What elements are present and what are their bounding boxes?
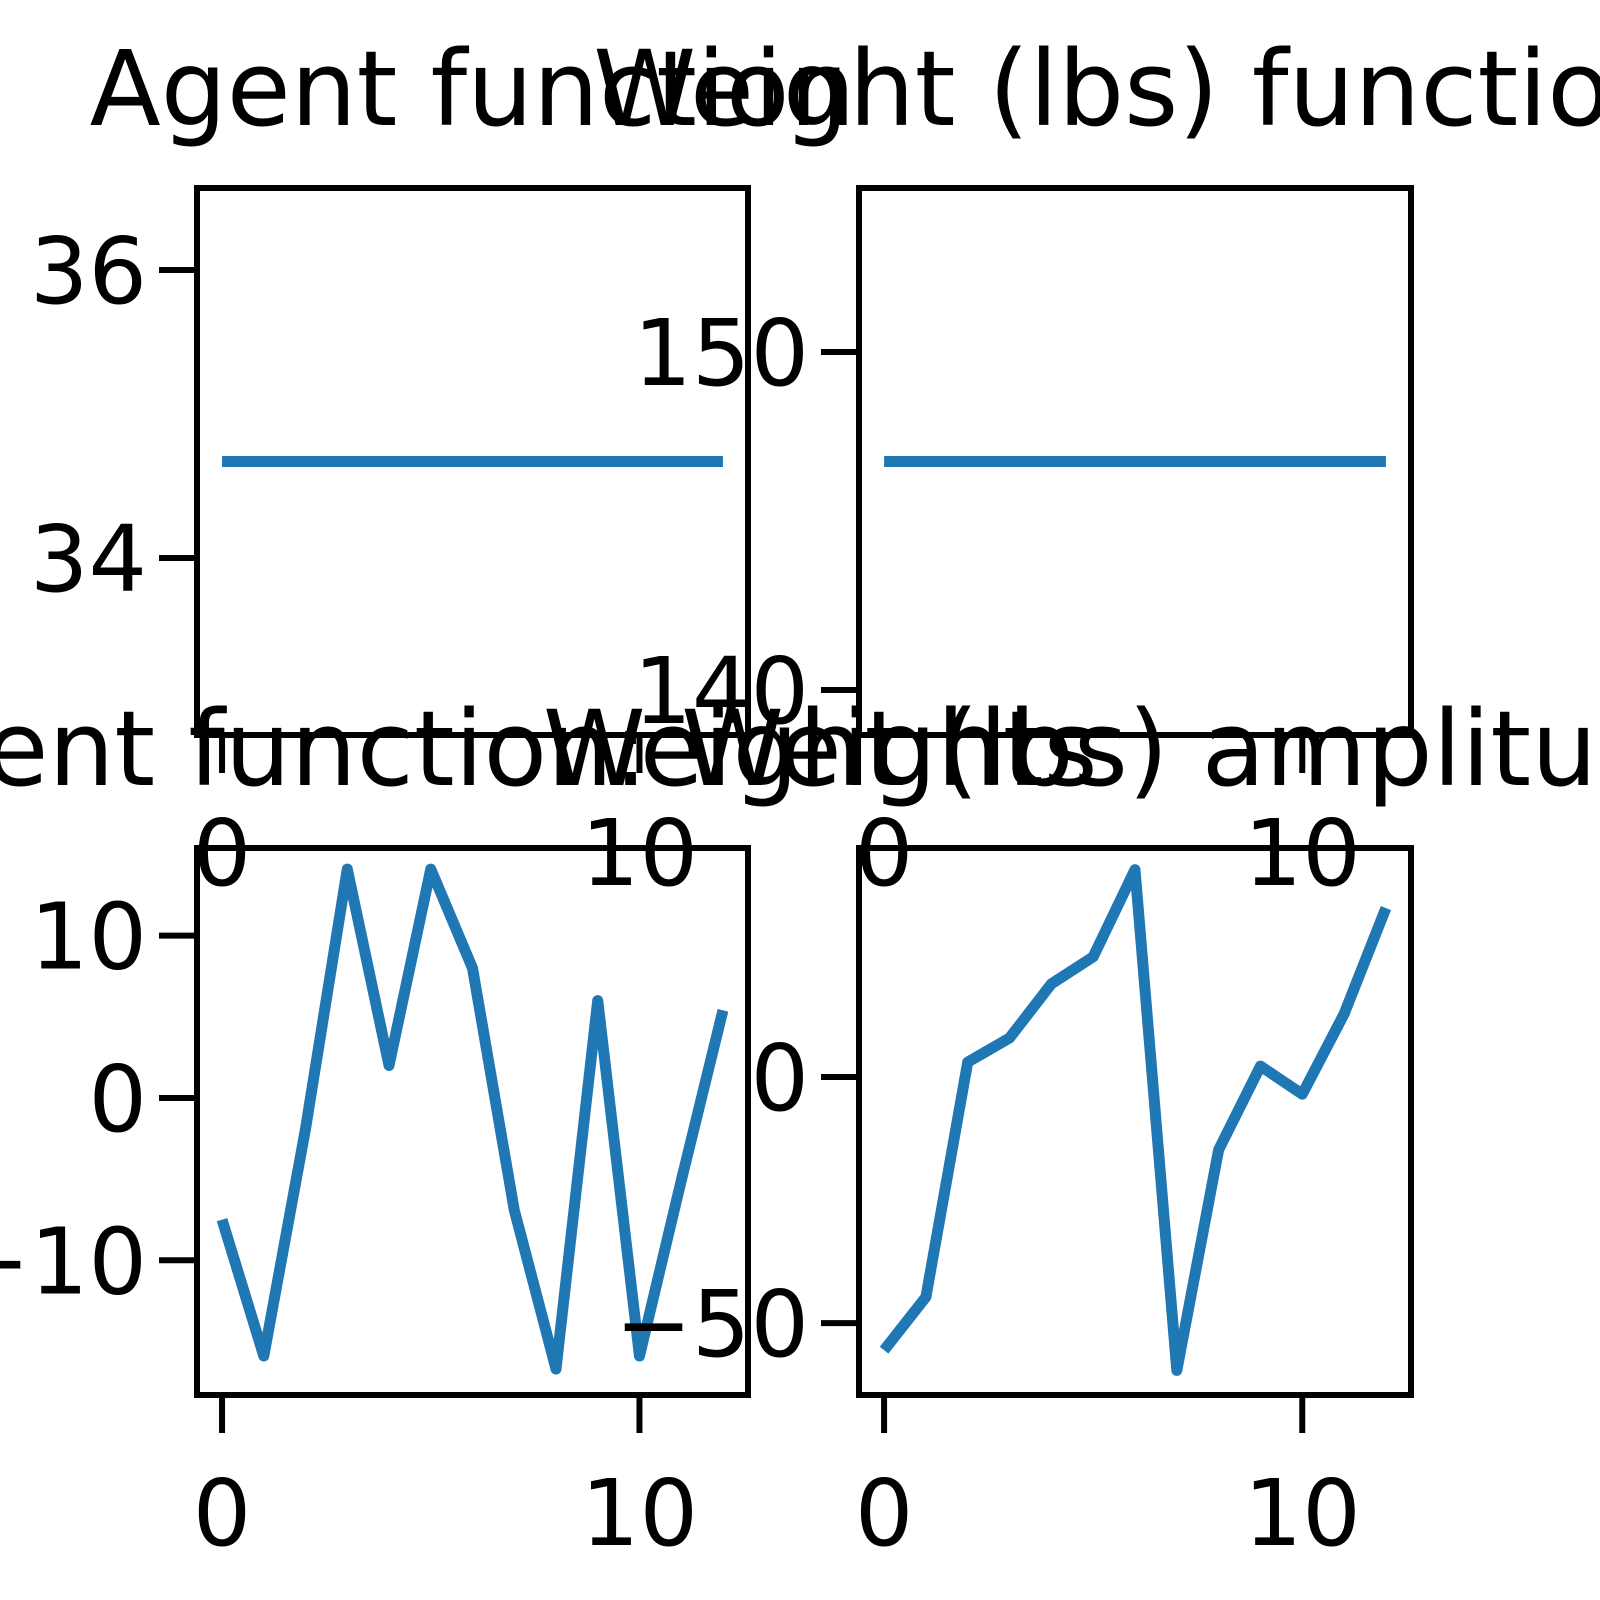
y-tick-label: −10 xyxy=(0,1208,147,1315)
data-line xyxy=(879,864,1392,1376)
x-tick-label: 0 xyxy=(855,800,914,907)
x-tick-label: 10 xyxy=(581,800,698,907)
x-tick-label: 10 xyxy=(1244,1460,1361,1567)
data-line xyxy=(216,863,729,1375)
chart-title: Agent function: Weights xyxy=(0,688,1098,810)
y-tick-label: 0 xyxy=(750,1025,809,1132)
x-tick-label: 0 xyxy=(855,1460,914,1567)
axes-frame xyxy=(856,845,1414,1398)
axes-frame xyxy=(194,185,751,738)
chart-title: Agent function xyxy=(90,28,856,150)
y-tick-label: 0 xyxy=(88,1046,147,1153)
axes-frame xyxy=(194,845,751,1398)
x-tick-label: 0 xyxy=(193,800,252,907)
axes-frame xyxy=(856,185,1414,738)
y-tick-label: 140 xyxy=(633,638,809,745)
y-tick-label: 34 xyxy=(30,506,147,613)
y-tick-label: 150 xyxy=(633,300,809,407)
y-tick-label: −50 xyxy=(615,1271,809,1378)
y-tick-label: 36 xyxy=(30,218,147,325)
x-tick-label: 10 xyxy=(1244,800,1361,907)
y-tick-label: 10 xyxy=(30,884,147,991)
x-tick-label: 0 xyxy=(193,1460,252,1567)
chart-title: Weight (lbs) amplitude xyxy=(543,688,1600,810)
chart-title: Weight (lbs) function xyxy=(593,28,1600,150)
x-tick-label: 10 xyxy=(581,1460,698,1567)
